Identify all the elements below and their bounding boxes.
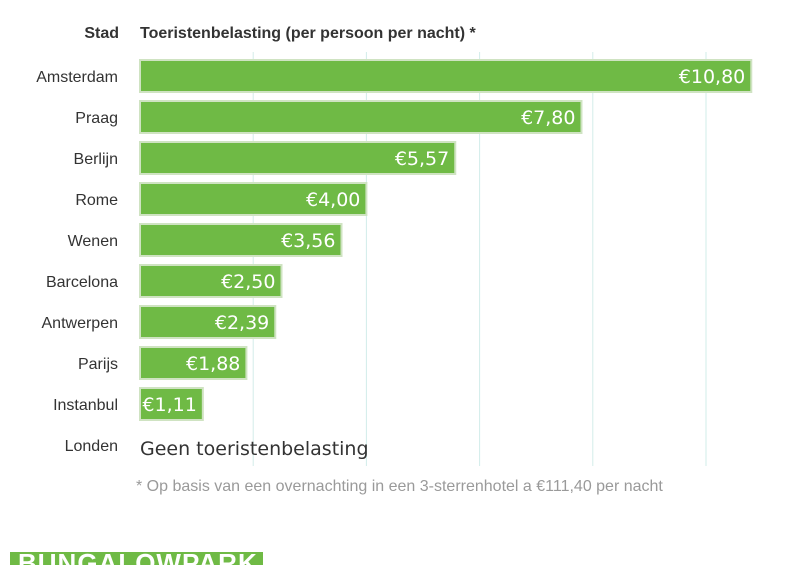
- bar: [139, 264, 283, 298]
- category-label: Praag: [75, 110, 118, 127]
- category-label: Antwerpen: [42, 315, 119, 332]
- footnote: * Op basis van een overnachting in een 3…: [136, 478, 663, 495]
- value-label: €5,57: [395, 148, 449, 170]
- category-label: Barcelona: [46, 274, 118, 291]
- bar: [139, 182, 368, 216]
- value-label: €2,39: [215, 312, 269, 334]
- value-labels: €10,80 €7,80 €5,57 €4,00 €3,56 €2,50 €2,39 €1,8…: [142, 66, 745, 416]
- bar: [139, 305, 277, 339]
- category-label: Wenen: [68, 233, 118, 250]
- bar: [139, 223, 343, 257]
- bar: [139, 100, 583, 134]
- value-label: €1,88: [186, 353, 240, 375]
- brand-logo-text: BUNGALOWPARK: [10, 552, 263, 565]
- bars: [139, 59, 753, 421]
- category-label: Berlijn: [74, 151, 118, 168]
- value-label: €1,11: [142, 394, 196, 416]
- value-label: €4,00: [306, 189, 360, 211]
- value-label: €3,56: [281, 230, 335, 252]
- category-label: Londen: [65, 438, 118, 455]
- category-label: Rome: [75, 192, 118, 209]
- category-header: Stad: [84, 25, 119, 42]
- chart-title: Toeristenbelasting (per persoon per nach…: [140, 25, 477, 42]
- category-label: Parijs: [78, 356, 118, 373]
- value-label: €2,50: [221, 271, 275, 293]
- category-labels: Amsterdam Praag Berlijn Rome Wenen Barcelona A…: [36, 69, 118, 455]
- no-value-label: Geen toeristenbelasting: [140, 438, 369, 460]
- category-label: Amsterdam: [36, 69, 118, 86]
- bar: [139, 59, 753, 93]
- bar: [139, 141, 457, 175]
- value-label: €7,80: [521, 107, 575, 129]
- category-label: Instanbul: [53, 397, 118, 414]
- brand-logo: BUNGALOWPARK: [10, 552, 263, 565]
- bar: [139, 346, 248, 380]
- value-label: €10,80: [679, 66, 745, 88]
- bar: [139, 387, 204, 421]
